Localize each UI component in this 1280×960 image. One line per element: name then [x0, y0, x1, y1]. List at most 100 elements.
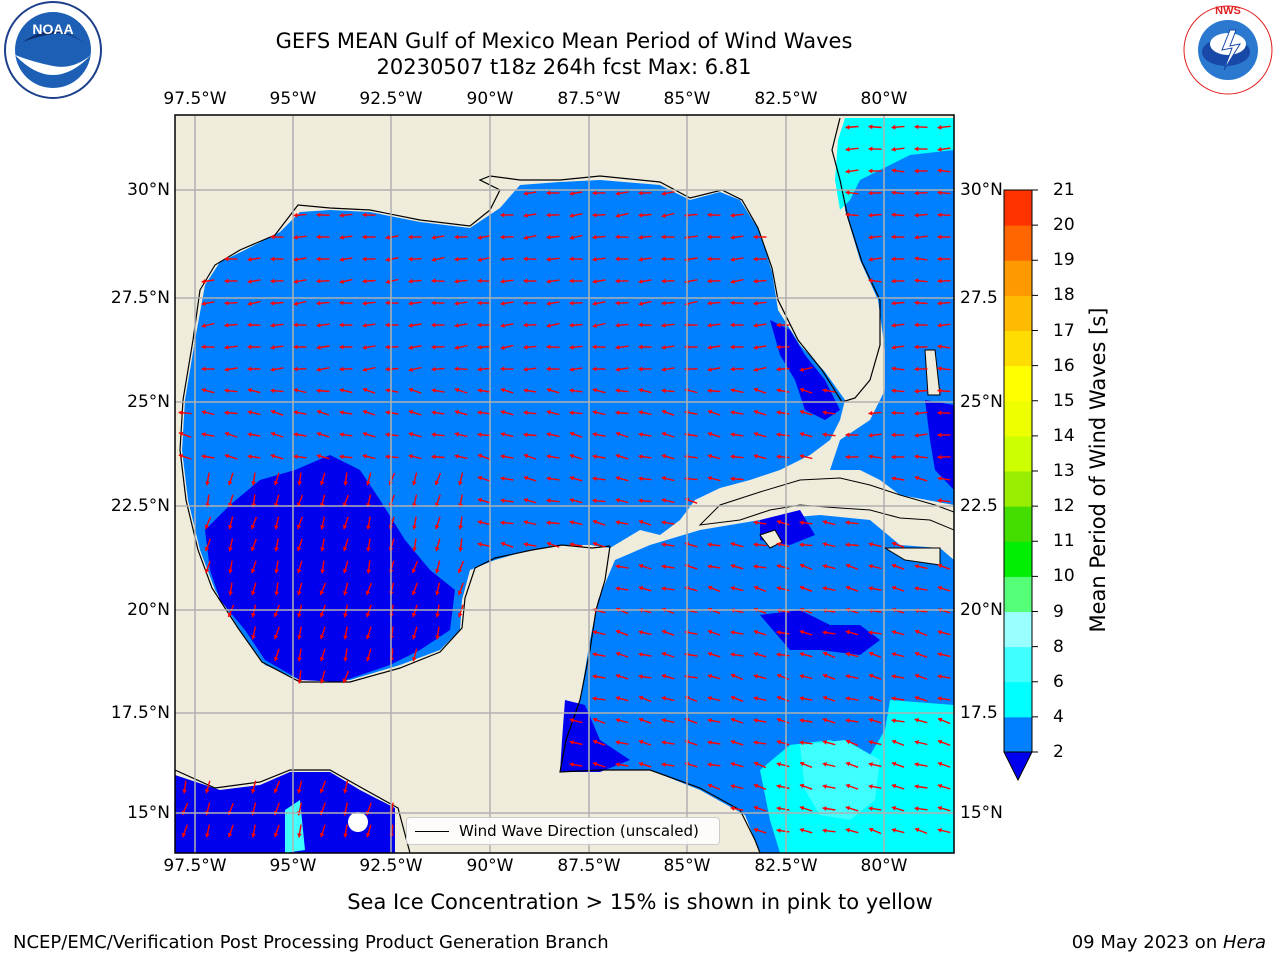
colorbar-band [1004, 400, 1032, 437]
wind-wave-arrowhead [730, 300, 735, 306]
wind-wave-arrowhead [707, 651, 713, 657]
wind-wave-arrowhead [799, 432, 804, 437]
wind-wave-arrowhead [431, 432, 436, 438]
wind-wave-arrowhead [914, 168, 919, 174]
wind-wave-arrowhead [707, 696, 712, 701]
yucatan-low-period [560, 700, 630, 772]
colorbar-tick-label: 18 [1053, 285, 1075, 306]
colorbar-tick-label: 14 [1053, 425, 1075, 446]
wind-wave-arrowhead [914, 388, 919, 394]
wind-wave-arrowhead [408, 234, 413, 240]
wind-wave-arrowhead [500, 520, 505, 526]
wind-wave-arrowhead [569, 278, 574, 284]
wind-wave-arrowhead [799, 542, 804, 548]
wind-wave-arrowhead [638, 322, 643, 328]
wind-wave-arrowhead [523, 432, 528, 438]
wind-wave-arrowhead [937, 256, 942, 262]
wind-wave-arrowhead [891, 278, 896, 284]
wind-wave-arrowhead [615, 740, 620, 745]
wind-wave-arrowhead [431, 300, 436, 306]
wind-wave-arrowhead [707, 476, 712, 481]
wind-wave-arrowhead [431, 410, 436, 415]
wind-wave-arrowhead [937, 454, 942, 460]
wind-wave-arrowhead [868, 124, 873, 130]
wind-wave-arrowhead [730, 806, 735, 811]
wind-wave-arrowhead [477, 388, 482, 393]
wind-wave-arrowhead [937, 563, 943, 569]
wind-wave-arrowhead [799, 409, 805, 415]
wind-wave-arrowhead [365, 612, 371, 618]
lon-tick-bottom: 82.5°W [754, 856, 818, 876]
wind-wave-arrowhead [362, 278, 367, 284]
wind-wave-arrowhead [891, 828, 896, 833]
wind-wave-arrowhead [845, 454, 850, 460]
wind-wave-arrowhead [891, 585, 897, 591]
wind-wave-arrowhead [799, 387, 805, 393]
wind-wave-arrowhead [454, 256, 459, 262]
wind-wave-arrowhead [707, 718, 712, 723]
wind-wave-arrowhead [868, 586, 873, 591]
wind-wave-arrowhead [822, 388, 827, 393]
wind-wave-arrowhead [730, 717, 736, 723]
wind-wave-arrowhead [366, 569, 372, 574]
wind-wave-arrowhead [914, 234, 919, 240]
wind-wave-arrowhead [339, 279, 344, 284]
wind-wave-arrowhead [201, 323, 206, 328]
wind-wave-arrowhead [247, 301, 252, 306]
wind-wave-arrowhead [297, 833, 302, 838]
wind-wave-arrowhead [822, 542, 827, 547]
colorbar-tick-label: 11 [1053, 531, 1075, 552]
wind-wave-arrowhead [661, 629, 667, 635]
wind-wave-arrowhead [937, 783, 943, 789]
wind-wave-arrowhead [362, 323, 367, 328]
wind-wave-arrowhead [753, 629, 759, 635]
colorbar-tick-label: 16 [1053, 355, 1075, 376]
wind-wave-arrowhead [477, 322, 482, 328]
wind-wave-arrowhead [546, 432, 551, 437]
wind-wave-arrowhead [569, 475, 575, 481]
wind-wave-arrowhead [661, 388, 666, 394]
wind-wave-arrowhead [296, 568, 302, 574]
wind-wave-arrowhead [661, 345, 666, 350]
wind-wave-arrowhead [569, 300, 574, 306]
wind-wave-arrowhead [753, 783, 759, 789]
wind-wave-arrowhead [319, 480, 325, 486]
lon-tick-top: 85°W [663, 89, 711, 109]
lat-tick-right: 25°N [960, 392, 1003, 412]
wind-wave-arrowhead [339, 366, 344, 372]
wind-wave-arrowhead [799, 696, 804, 701]
wind-wave-arrowhead [500, 366, 505, 372]
footer-organization: NCEP/EMC/Verification Post Processing Pr… [13, 932, 609, 953]
wind-wave-arrowhead [247, 410, 252, 415]
wind-wave-arrowhead [224, 388, 229, 394]
wind-wave-arrowhead [661, 673, 667, 679]
wind-wave-arrowhead [523, 191, 528, 196]
wind-wave-arrowhead [316, 234, 321, 240]
wind-wave-arrowhead [707, 431, 713, 437]
wind-wave-arrowhead [316, 409, 322, 415]
caribbean-low-period [760, 610, 880, 655]
wind-wave-arrowhead [569, 542, 574, 547]
wind-wave-arrowhead [293, 212, 298, 218]
wind-wave-arrowhead [523, 475, 529, 481]
wind-wave-arrowhead [228, 547, 233, 552]
wind-wave-arrowhead [845, 520, 850, 526]
lon-tick-bottom: 80°W [860, 856, 908, 876]
wind-wave-arrowhead [592, 761, 598, 767]
wind-wave-arrowhead [799, 585, 805, 591]
wind-wave-arrowhead [730, 695, 736, 701]
wind-wave-arrowhead [408, 409, 414, 415]
wind-wave-arrowhead [385, 366, 390, 372]
wind-wave-arrowhead [891, 190, 896, 196]
wind-wave-arrowhead [799, 783, 805, 789]
wind-wave-arrowhead [592, 739, 598, 745]
colorbar-band [1004, 295, 1032, 332]
wind-wave-arrowhead [615, 256, 620, 262]
wind-wave-arrowhead [868, 146, 873, 152]
wind-wave-arrowhead [753, 431, 759, 437]
wind-wave-arrowhead [661, 498, 666, 503]
wind-wave-arrowhead [316, 345, 321, 350]
wind-wave-arrowhead [638, 366, 643, 372]
wind-wave-arrowhead [661, 300, 666, 306]
wind-wave-arrowhead [753, 409, 759, 415]
